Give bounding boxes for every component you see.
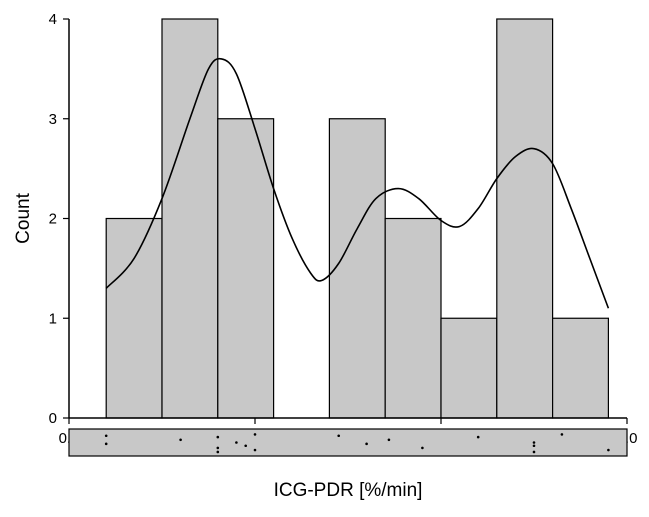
histogram-bar-3 [328, 118, 386, 419]
histogram-bar-2 [217, 118, 275, 419]
y-tick-label-3: 3 [49, 111, 57, 128]
rug-point-17 [532, 444, 536, 448]
y-tick-label-2: 2 [49, 211, 57, 228]
rug-box [68, 428, 628, 457]
rug-strip [68, 428, 628, 457]
histogram-bar-6 [496, 18, 554, 419]
bars-group [105, 18, 609, 419]
rug-dots-group [104, 433, 610, 454]
rug-point-15 [532, 450, 536, 454]
rug-point-12 [387, 438, 391, 442]
rug-point-18 [560, 433, 564, 436]
rug-point-7 [244, 444, 247, 448]
y-ticks-group: 0 1 2 3 4 [49, 11, 69, 427]
rug-point-1 [104, 442, 108, 446]
y-axis-label: Count [13, 192, 34, 243]
y-tick-label-4: 4 [49, 11, 57, 28]
rug-point-19 [607, 448, 610, 452]
rug-point-13 [421, 446, 424, 450]
histogram-bar-0 [105, 217, 163, 419]
histogram-bar-4 [384, 217, 442, 419]
rug-point-16 [532, 441, 536, 444]
rug-point-11 [365, 442, 368, 446]
rug-point-9 [253, 448, 257, 452]
y-tick-label-0: 0 [49, 410, 57, 427]
density-curve [105, 57, 610, 309]
rug-point-4 [216, 435, 220, 439]
rug-point-14 [476, 435, 480, 439]
histogram-bar-1 [161, 18, 219, 419]
rug-point-3 [216, 446, 220, 450]
x-axis-label: ICG-PDR [%/min] [274, 480, 423, 501]
rug-point-0 [104, 434, 108, 438]
rug-point-6 [235, 441, 238, 444]
histogram-bar-7 [551, 317, 609, 419]
rug-point-5 [216, 450, 220, 454]
histogram-bar-5 [440, 317, 498, 419]
rug-point-8 [253, 433, 257, 436]
rug-point-2 [179, 438, 182, 442]
rug-point-10 [337, 434, 341, 438]
y-tick-label-1: 1 [49, 310, 57, 327]
